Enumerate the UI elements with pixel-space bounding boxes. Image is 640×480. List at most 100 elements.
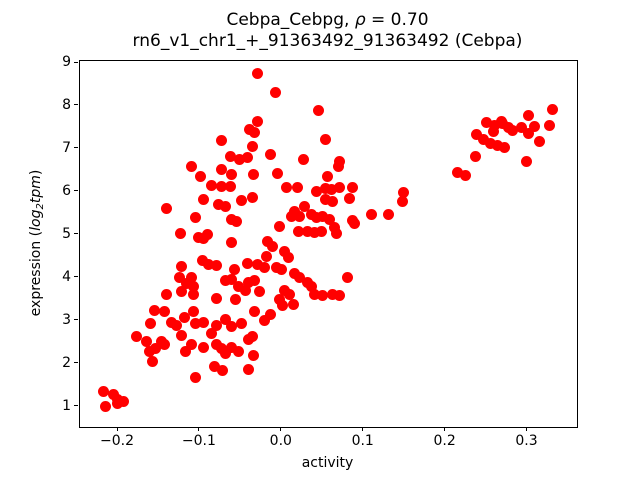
scatter-point	[146, 356, 158, 368]
scatter-point	[198, 193, 210, 205]
scatter-point	[242, 276, 254, 288]
scatter-point	[480, 117, 492, 129]
x-tick-label: 0.2	[433, 433, 456, 449]
rho-symbol: ρ	[354, 10, 366, 30]
scatter-point	[470, 150, 482, 162]
scatter-point	[211, 292, 223, 304]
scatter-point	[190, 317, 202, 329]
title-correlation-value: = 0.70	[365, 10, 429, 30]
scatter-point	[176, 330, 188, 342]
scatter-point	[522, 110, 534, 122]
scatter-point	[311, 186, 323, 198]
scatter-point	[308, 226, 320, 238]
x-tick-mark	[444, 427, 446, 431]
scatter-point	[284, 288, 296, 300]
scatter-point	[226, 273, 238, 285]
scatter-point	[171, 319, 183, 331]
scatter-point	[261, 250, 273, 262]
scatter-point	[306, 280, 318, 292]
scatter-point	[252, 116, 264, 128]
scatter-point	[252, 67, 264, 79]
scatter-point	[232, 346, 244, 358]
scatter-point	[308, 288, 320, 300]
y-tick-mark	[74, 319, 78, 321]
scatter-point	[344, 193, 356, 205]
scatter-point	[226, 342, 238, 354]
scatter-point	[220, 313, 232, 325]
scatter-point	[287, 298, 299, 310]
scatter-point	[247, 192, 259, 204]
scatter-point	[213, 199, 225, 211]
scatter-point	[186, 161, 198, 173]
scatter-point	[521, 156, 533, 168]
scatter-point	[205, 180, 217, 192]
y-tick-label: 3	[62, 311, 71, 328]
scatter-point	[324, 214, 336, 226]
scatter-point	[471, 129, 483, 141]
scatter-point	[100, 401, 112, 413]
scatter-point	[264, 308, 276, 320]
scatter-point	[282, 251, 294, 263]
y-tick-mark	[74, 233, 78, 235]
scatter-point	[180, 346, 192, 358]
scatter-point	[326, 184, 338, 196]
y-tick-label: 8	[62, 96, 71, 113]
y-tick-mark	[74, 405, 78, 407]
x-tick-mark	[280, 427, 282, 431]
x-tick-mark	[362, 427, 364, 431]
scatter-point	[240, 284, 252, 296]
scatter-point	[274, 220, 286, 232]
scatter-point	[276, 299, 288, 311]
x-tick-mark	[116, 427, 118, 431]
scatter-point	[145, 318, 157, 330]
scatter-point	[181, 277, 193, 289]
scatter-point	[489, 120, 501, 132]
scatter-point	[203, 258, 215, 270]
scatter-point	[216, 135, 228, 147]
scatter-point	[334, 289, 346, 301]
y-tick-label: 6	[62, 182, 71, 199]
x-tick-label: 0.0	[269, 433, 292, 449]
scatter-point	[322, 171, 333, 183]
scatter-point	[208, 360, 220, 372]
scatter-point	[332, 161, 344, 173]
scatter-point	[460, 170, 472, 182]
scatter-point	[228, 263, 240, 275]
chart-title-line1: Cebpa_Cebpg, ρ = 0.70	[79, 10, 576, 31]
scatter-point	[160, 202, 172, 214]
scatter-point	[366, 208, 378, 220]
scatter-point	[195, 171, 207, 183]
scatter-point	[258, 315, 270, 327]
scatter-point	[251, 258, 263, 270]
scatter-point	[248, 169, 260, 180]
scatter-point	[190, 372, 202, 384]
scatter-point	[523, 128, 535, 140]
scatter-point	[326, 196, 338, 208]
scatter-point	[190, 211, 202, 223]
scatter-point	[342, 272, 354, 284]
x-tick-mark	[198, 427, 200, 431]
scatter-point	[220, 275, 232, 287]
y-axis-label-subscript: 2	[35, 203, 46, 210]
scatter-point	[216, 164, 228, 176]
scatter-point	[397, 195, 409, 207]
scatter-point	[186, 339, 198, 351]
scatter-point	[543, 120, 555, 132]
y-axis-label-prefix: expression (	[28, 230, 44, 317]
y-tick-mark	[74, 362, 78, 364]
scatter-point	[478, 134, 490, 146]
scatter-point	[202, 228, 214, 240]
scatter-point	[173, 271, 185, 283]
scatter-point	[258, 261, 270, 273]
scatter-point	[264, 149, 276, 161]
y-tick-mark	[74, 104, 78, 106]
scatter-point	[249, 306, 261, 318]
y-tick-label: 5	[62, 225, 71, 242]
scatter-point	[398, 187, 410, 199]
y-tick-label: 7	[62, 139, 71, 156]
scatter-point	[547, 104, 559, 116]
scatter-point	[159, 305, 170, 317]
x-tick-label: −0.2	[100, 433, 134, 449]
y-axis-label-suffix: )	[28, 169, 44, 176]
